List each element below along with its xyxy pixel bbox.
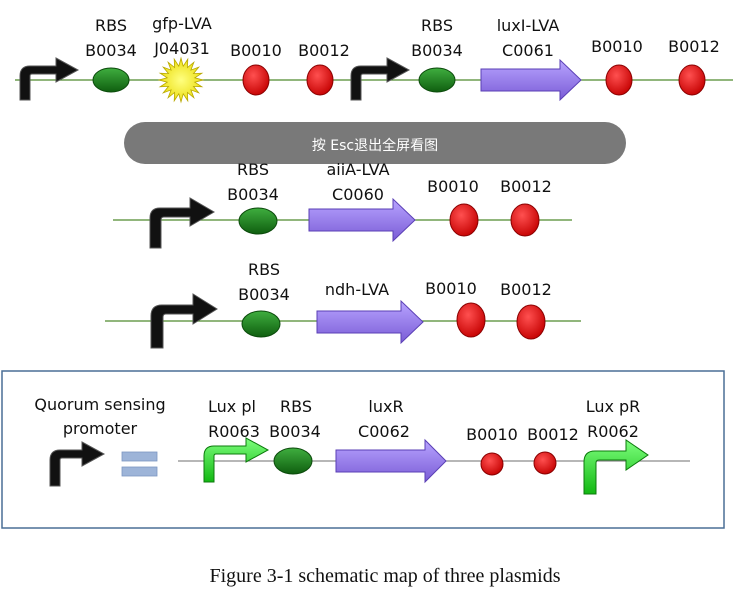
part-label: B0010 xyxy=(425,279,477,298)
part-label: B0010 xyxy=(466,425,518,444)
overlay-message: 按 Esc退出全屏看图 xyxy=(312,137,438,154)
part-label: B0012 xyxy=(668,37,720,56)
part-label: B0010 xyxy=(427,177,479,196)
cds-arrow-icon xyxy=(335,438,447,484)
rbs-icon xyxy=(418,67,456,93)
legend-key-label: promoter xyxy=(63,419,138,438)
part-label: Lux pR xyxy=(586,397,641,416)
promoter-icon xyxy=(149,197,215,249)
cds-arrow-icon xyxy=(308,197,416,243)
part-label: C0062 xyxy=(358,422,410,441)
rbs-icon xyxy=(92,67,130,93)
part-label: R0062 xyxy=(587,422,639,441)
legend-key-label: Quorum sensing xyxy=(34,395,165,414)
terminator-icon xyxy=(533,451,557,475)
part-label: B0010 xyxy=(591,37,643,56)
part-label: C0060 xyxy=(332,185,384,204)
fullscreen-hint-overlay: 按 Esc退出全屏看图 xyxy=(124,122,626,164)
part-label: R0063 xyxy=(208,422,260,441)
terminator-icon xyxy=(678,64,706,96)
part-label: B0034 xyxy=(411,41,463,60)
part-label: Lux pl xyxy=(208,397,256,416)
terminator-icon xyxy=(605,64,633,96)
rbs-icon xyxy=(273,447,313,475)
part-label: RBS xyxy=(421,16,453,35)
part-label: B0012 xyxy=(500,177,552,196)
part-label: RBS xyxy=(95,16,127,35)
part-label: J04031 xyxy=(153,39,210,58)
plasmid-row-1: RBS B0034 gfp-LVA J04031 B0010 B0012 RBS… xyxy=(15,14,733,104)
part-label: B0010 xyxy=(230,41,282,60)
plasmid-row-3: RBS B0034 ndh-LVA B0010 B0012 xyxy=(105,260,581,349)
part-label: aiiA-LVA xyxy=(326,160,389,179)
lux-promoter-icon xyxy=(203,437,270,483)
part-label: RBS xyxy=(237,160,269,179)
terminator-icon xyxy=(242,64,270,96)
figure-caption: Figure 3-1 schematic map of three plasmi… xyxy=(209,565,560,587)
part-label: luxI-LVA xyxy=(497,16,560,35)
reporter-star-icon xyxy=(157,56,205,104)
terminator-icon xyxy=(449,203,479,237)
part-label: luxR xyxy=(368,397,403,416)
cds-arrow-icon xyxy=(480,58,582,102)
lux-promoter-right-icon xyxy=(583,439,649,495)
promoter-icon xyxy=(150,293,218,349)
legend-box: Quorum sensing promoter Lux pl R0063 RBS… xyxy=(1,370,725,529)
terminator-icon xyxy=(480,452,504,476)
terminator-icon xyxy=(306,64,334,96)
part-label: gfp-LVA xyxy=(152,14,212,33)
rbs-icon xyxy=(238,207,278,235)
promoter-icon xyxy=(19,57,80,101)
terminator-icon xyxy=(510,203,540,237)
part-label: B0034 xyxy=(227,185,279,204)
part-label: B0012 xyxy=(298,41,350,60)
part-label: RBS xyxy=(280,397,312,416)
part-label: RBS xyxy=(248,260,280,279)
promoter-icon xyxy=(49,441,106,487)
part-label: B0034 xyxy=(238,285,290,304)
promoter-icon xyxy=(350,57,411,101)
cds-arrow-icon xyxy=(316,299,424,345)
terminator-icon xyxy=(456,302,486,338)
part-label: B0034 xyxy=(269,422,321,441)
part-label: B0012 xyxy=(500,280,552,299)
terminator-icon xyxy=(516,304,546,340)
part-label: B0012 xyxy=(527,425,579,444)
part-label: ndh-LVA xyxy=(325,280,389,299)
plasmid-row-2: RBS B0034 aiiA-LVA C0060 B0010 B0012 xyxy=(113,160,572,249)
rbs-icon xyxy=(241,310,281,338)
part-label: B0034 xyxy=(85,41,137,60)
equals-sign-icon xyxy=(121,451,158,477)
part-label: C0061 xyxy=(502,41,554,60)
